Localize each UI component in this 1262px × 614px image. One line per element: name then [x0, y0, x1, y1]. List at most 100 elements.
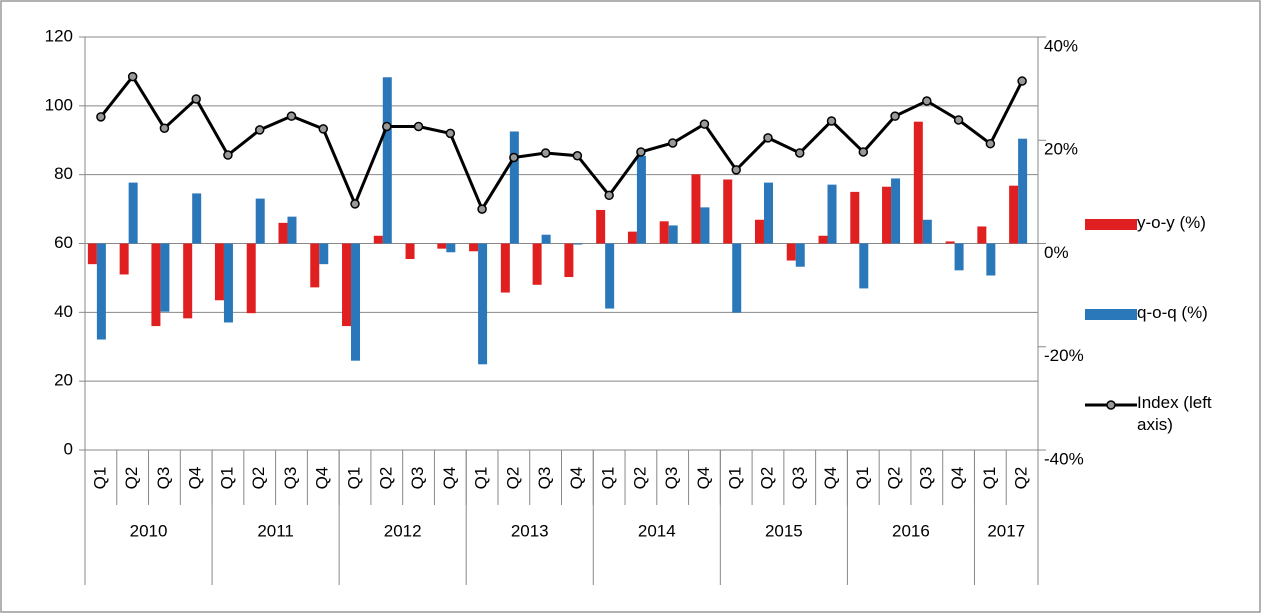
y-tick-label: 20	[54, 371, 73, 390]
legend-swatch	[1085, 219, 1137, 230]
bar	[278, 222, 288, 244]
line-marker	[795, 148, 805, 158]
legend-marker	[1106, 400, 1116, 410]
bar	[668, 225, 678, 244]
bar	[659, 221, 669, 244]
bar	[160, 243, 170, 312]
line-marker	[223, 150, 233, 160]
bar	[342, 243, 352, 327]
y2-tick-label: 40%	[1044, 36, 1078, 55]
x-group-label: 2010	[130, 521, 168, 540]
bar	[87, 243, 97, 265]
line-marker	[413, 121, 424, 132]
line-marker	[445, 128, 456, 139]
x-tick-label: Q3	[789, 467, 808, 490]
y-tick-label: 80	[54, 164, 73, 183]
legend-label: Index (left axis)	[1137, 393, 1212, 434]
y-tick-label: 0	[64, 439, 73, 458]
line-marker	[286, 111, 297, 121]
bar	[437, 243, 447, 249]
line-marker	[382, 121, 392, 132]
x-tick-label: Q3	[916, 467, 935, 490]
bar	[532, 243, 542, 285]
bar	[596, 209, 606, 244]
bar	[922, 219, 932, 244]
bar	[446, 243, 456, 253]
bar	[151, 243, 161, 327]
legend-swatch	[1085, 309, 1137, 320]
bar	[319, 243, 329, 265]
x-tick-label: Q2	[757, 467, 776, 490]
y2-tick-label: 20%	[1044, 140, 1078, 159]
line-marker	[540, 148, 551, 158]
bar	[573, 243, 583, 245]
x-group-label: 2014	[638, 521, 676, 540]
x-group-label: 2016	[892, 521, 930, 540]
x-tick-label: Q2	[885, 467, 904, 490]
bar	[795, 243, 805, 267]
bar	[255, 198, 265, 244]
bar	[223, 243, 233, 323]
line-marker	[636, 147, 646, 157]
bar	[913, 121, 923, 244]
bar	[183, 243, 193, 319]
bar	[636, 155, 646, 244]
line-marker	[159, 123, 170, 133]
bar	[192, 193, 202, 244]
bar	[469, 243, 479, 252]
bar	[882, 186, 892, 244]
line-marker	[667, 138, 678, 148]
legend-entry: Index (left axis)	[1137, 393, 1212, 434]
y-tick-label: 60	[54, 233, 73, 252]
bar	[564, 243, 574, 278]
x-tick-label: Q2	[630, 467, 649, 490]
x-tick-label: Q4	[948, 467, 967, 490]
legend-label: y-o-y (%)	[1137, 213, 1206, 232]
y2-tick-label: -20%	[1044, 346, 1084, 365]
y2-tick-label: 0%	[1044, 243, 1069, 262]
line-marker	[572, 150, 583, 161]
bar	[310, 243, 320, 288]
bar	[627, 231, 637, 244]
bar	[732, 243, 742, 313]
x-tick-label: Q2	[503, 467, 522, 490]
line-marker	[127, 71, 138, 82]
bar	[763, 182, 773, 244]
bar	[96, 243, 106, 340]
y-tick-label: 120	[45, 26, 73, 45]
x-tick-label: Q3	[154, 467, 173, 490]
x-tick-label: Q2	[1012, 467, 1031, 490]
x-tick-label: Q1	[980, 467, 999, 490]
line-marker	[318, 124, 328, 134]
x-group-label: 2012	[384, 521, 422, 540]
line-marker	[858, 147, 869, 157]
x-tick-label: Q2	[249, 467, 268, 490]
x-group-label: 2015	[765, 521, 803, 540]
bar	[954, 243, 964, 271]
line-marker	[826, 116, 837, 126]
x-group-label: 2011	[257, 521, 294, 540]
bar	[541, 234, 551, 244]
line-marker	[763, 133, 773, 143]
line-marker	[922, 96, 932, 106]
bar	[119, 243, 129, 275]
x-tick-label: Q1	[472, 467, 491, 490]
x-tick-label: Q1	[853, 467, 872, 490]
bar	[405, 243, 415, 259]
x-tick-label: Q1	[217, 467, 236, 490]
bar	[891, 178, 901, 244]
y-tick-label: 40	[54, 302, 73, 321]
x-group-label: 2017	[987, 521, 1025, 540]
bar	[850, 191, 860, 244]
bar	[500, 243, 510, 293]
bar	[786, 243, 796, 261]
bar	[827, 184, 837, 244]
line-marker	[191, 94, 201, 104]
bar	[986, 243, 996, 276]
line-marker	[509, 152, 519, 163]
x-tick-label: Q3	[662, 467, 681, 490]
x-tick-label: Q4	[186, 467, 205, 490]
line-marker	[890, 111, 900, 121]
